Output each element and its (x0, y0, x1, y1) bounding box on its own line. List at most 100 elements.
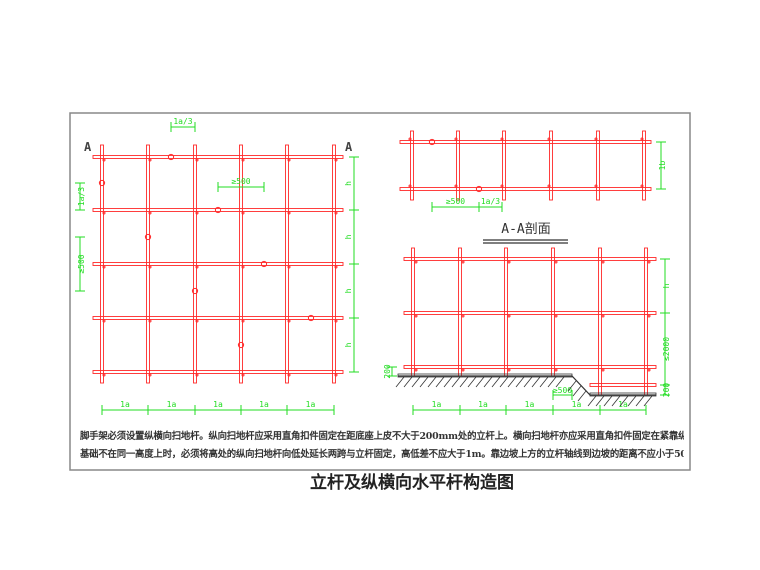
coupler-joint (241, 211, 245, 215)
coupler-joint (195, 158, 199, 162)
ground-hatch (435, 376, 445, 388)
coupler-joint (461, 260, 465, 264)
dimension-label: 1a (572, 400, 582, 409)
drawing-caption: 立杆及纵横向水平杆构造图 (310, 473, 514, 493)
vertical-pipe (239, 144, 243, 384)
horizontal-pipe (589, 383, 657, 387)
vertical-pipe (456, 130, 460, 201)
coupler-joint (454, 137, 458, 141)
ground-hatch (395, 376, 405, 388)
horizontal-pipe (403, 311, 657, 315)
dimension-label: h (344, 342, 353, 347)
ground-hatch (419, 376, 429, 388)
ground-hatch (459, 376, 469, 388)
dimension-label: ≥500 (446, 197, 465, 206)
dimension-label: ≥500 (231, 177, 250, 186)
coupler-joint (334, 158, 338, 162)
ground-hatch (483, 376, 493, 388)
vertical-pipe (549, 130, 553, 201)
coupler-joint (191, 287, 199, 295)
dimensions-layer: 1a 1a 1a 1a 1a h h h h 1a/3 ≥500 1a/3 ≥500 1b ≥500 1a/3… (75, 117, 671, 415)
coupler-joint (507, 260, 511, 264)
coupler-joint (148, 373, 152, 377)
ground-hatch (475, 376, 485, 388)
dimension-label: 1a (306, 400, 316, 409)
coupler-joint (461, 314, 465, 318)
dimension-label: 1a (213, 400, 223, 409)
ground-hatch (515, 376, 525, 388)
coupler-joint (454, 184, 458, 188)
dimension-label: 200 (383, 364, 392, 379)
horizontal-pipe (92, 316, 344, 320)
lower-ground-slab (589, 392, 657, 397)
coupler-joint (640, 137, 644, 141)
ground-hatch (499, 376, 509, 388)
dimension-label: 1a (432, 400, 442, 409)
vertical-pipe (146, 144, 150, 384)
ground-hatch (451, 376, 461, 388)
coupler-joint (241, 373, 245, 377)
dimension-label: h (344, 181, 353, 186)
vertical-pipe (193, 144, 197, 384)
ground-hatch (403, 376, 413, 388)
coupler-joint (98, 179, 106, 187)
coupler-joint (287, 265, 291, 269)
dimension-label: 1a (120, 400, 130, 409)
ground-hatch (531, 376, 541, 388)
coupler-joint (601, 368, 605, 372)
vertical-pipe (411, 247, 415, 377)
ground-line (398, 375, 656, 396)
horizontal-pipe (92, 262, 344, 266)
dimension-label: 1a/3 (77, 187, 86, 206)
coupler-joint (241, 265, 245, 269)
section-mark-left: A (84, 140, 92, 154)
coupler-joint (148, 211, 152, 215)
dimension-label: 1a (525, 400, 535, 409)
coupler-joint (554, 368, 558, 372)
coupler-joint (547, 137, 551, 141)
coupler-joint (640, 184, 644, 188)
vertical-pipe (644, 247, 648, 396)
coupler-joint (647, 314, 651, 318)
horizontal-pipe (403, 257, 657, 261)
vertical-pipe (410, 130, 414, 201)
dimension-label: h (344, 234, 353, 239)
coupler-joint (148, 319, 152, 323)
coupler-joint (287, 211, 291, 215)
coupler-joint (507, 368, 511, 372)
dimension-label: 200 (662, 383, 671, 398)
coupler-joint (414, 368, 418, 372)
dimension-label: 1a/3 (173, 117, 192, 126)
horizontal-pipe (92, 208, 344, 212)
vertical-pipe (598, 247, 602, 396)
coupler-joint (287, 319, 291, 323)
ground-layer (395, 373, 657, 407)
ground-hatch (547, 376, 557, 388)
pipes-layer (92, 130, 657, 396)
coupler-joint (647, 368, 651, 372)
horizontal-pipe (92, 370, 344, 374)
coupler-joint (102, 158, 106, 162)
coupler-joint (102, 319, 106, 323)
vertical-pipe (458, 247, 462, 377)
ground-hatch (603, 395, 613, 407)
ground-hatch (443, 376, 453, 388)
upper-ground-slab (397, 373, 573, 378)
section-mark-right: A (345, 140, 353, 154)
ground-hatch (587, 395, 597, 407)
coupler-joint (428, 138, 436, 146)
dimension-label: h (344, 288, 353, 293)
coupler-joint (547, 184, 551, 188)
vertical-pipe (642, 130, 646, 201)
coupler-joint (260, 260, 268, 268)
coupler-joint (307, 314, 315, 322)
coupler-joint (287, 373, 291, 377)
slope-hatch (572, 385, 582, 397)
coupler-joint (601, 314, 605, 318)
slope-hatch (577, 390, 587, 402)
ground-hatch (427, 376, 437, 388)
dimension-label: ≥500 (553, 386, 572, 395)
coupler-joint (195, 319, 199, 323)
horizontal-pipe (399, 140, 652, 144)
